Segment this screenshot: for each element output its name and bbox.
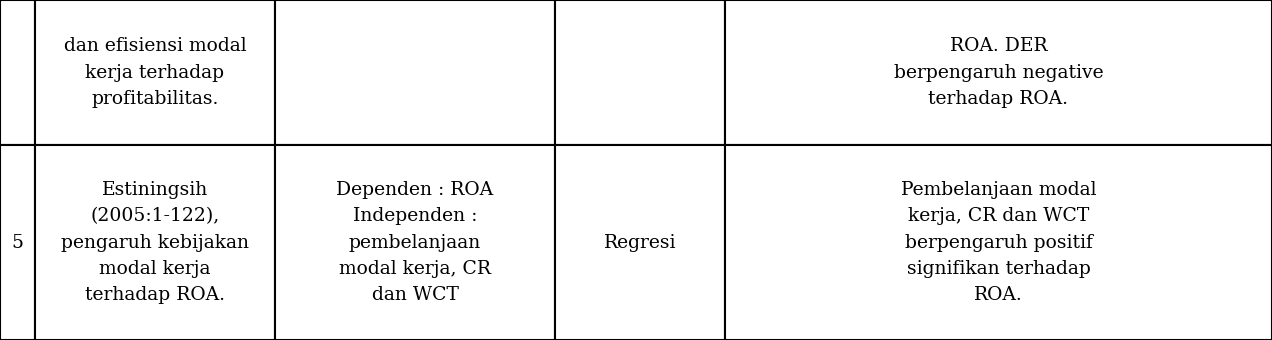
Bar bbox=[0, 145, 36, 340]
Bar bbox=[36, 145, 275, 340]
Text: 5: 5 bbox=[11, 234, 23, 252]
Text: Pembelanjaan modal
kerja, CR dan WCT
berpengaruh positif
signifikan terhadap
ROA: Pembelanjaan modal kerja, CR dan WCT ber… bbox=[901, 181, 1096, 304]
Bar bbox=[555, 145, 725, 340]
Bar bbox=[725, 145, 1272, 340]
Text: Dependen : ROA
Independen :
pembelanjaan
modal kerja, CR
dan WCT: Dependen : ROA Independen : pembelanjaan… bbox=[336, 181, 494, 304]
Bar bbox=[555, 0, 725, 145]
Bar bbox=[275, 0, 555, 145]
Bar bbox=[725, 0, 1272, 145]
Bar bbox=[275, 145, 555, 340]
Text: Regresi: Regresi bbox=[604, 234, 677, 252]
Text: ROA. DER
berpengaruh negative
terhadap ROA.: ROA. DER berpengaruh negative terhadap R… bbox=[894, 37, 1103, 108]
Text: Estiningsih
(2005:1-122),
pengaruh kebijakan
modal kerja
terhadap ROA.: Estiningsih (2005:1-122), pengaruh kebij… bbox=[61, 181, 249, 304]
Text: dan efisiensi modal
kerja terhadap
profitabilitas.: dan efisiensi modal kerja terhadap profi… bbox=[64, 37, 247, 108]
Bar bbox=[36, 0, 275, 145]
Bar bbox=[0, 0, 36, 145]
